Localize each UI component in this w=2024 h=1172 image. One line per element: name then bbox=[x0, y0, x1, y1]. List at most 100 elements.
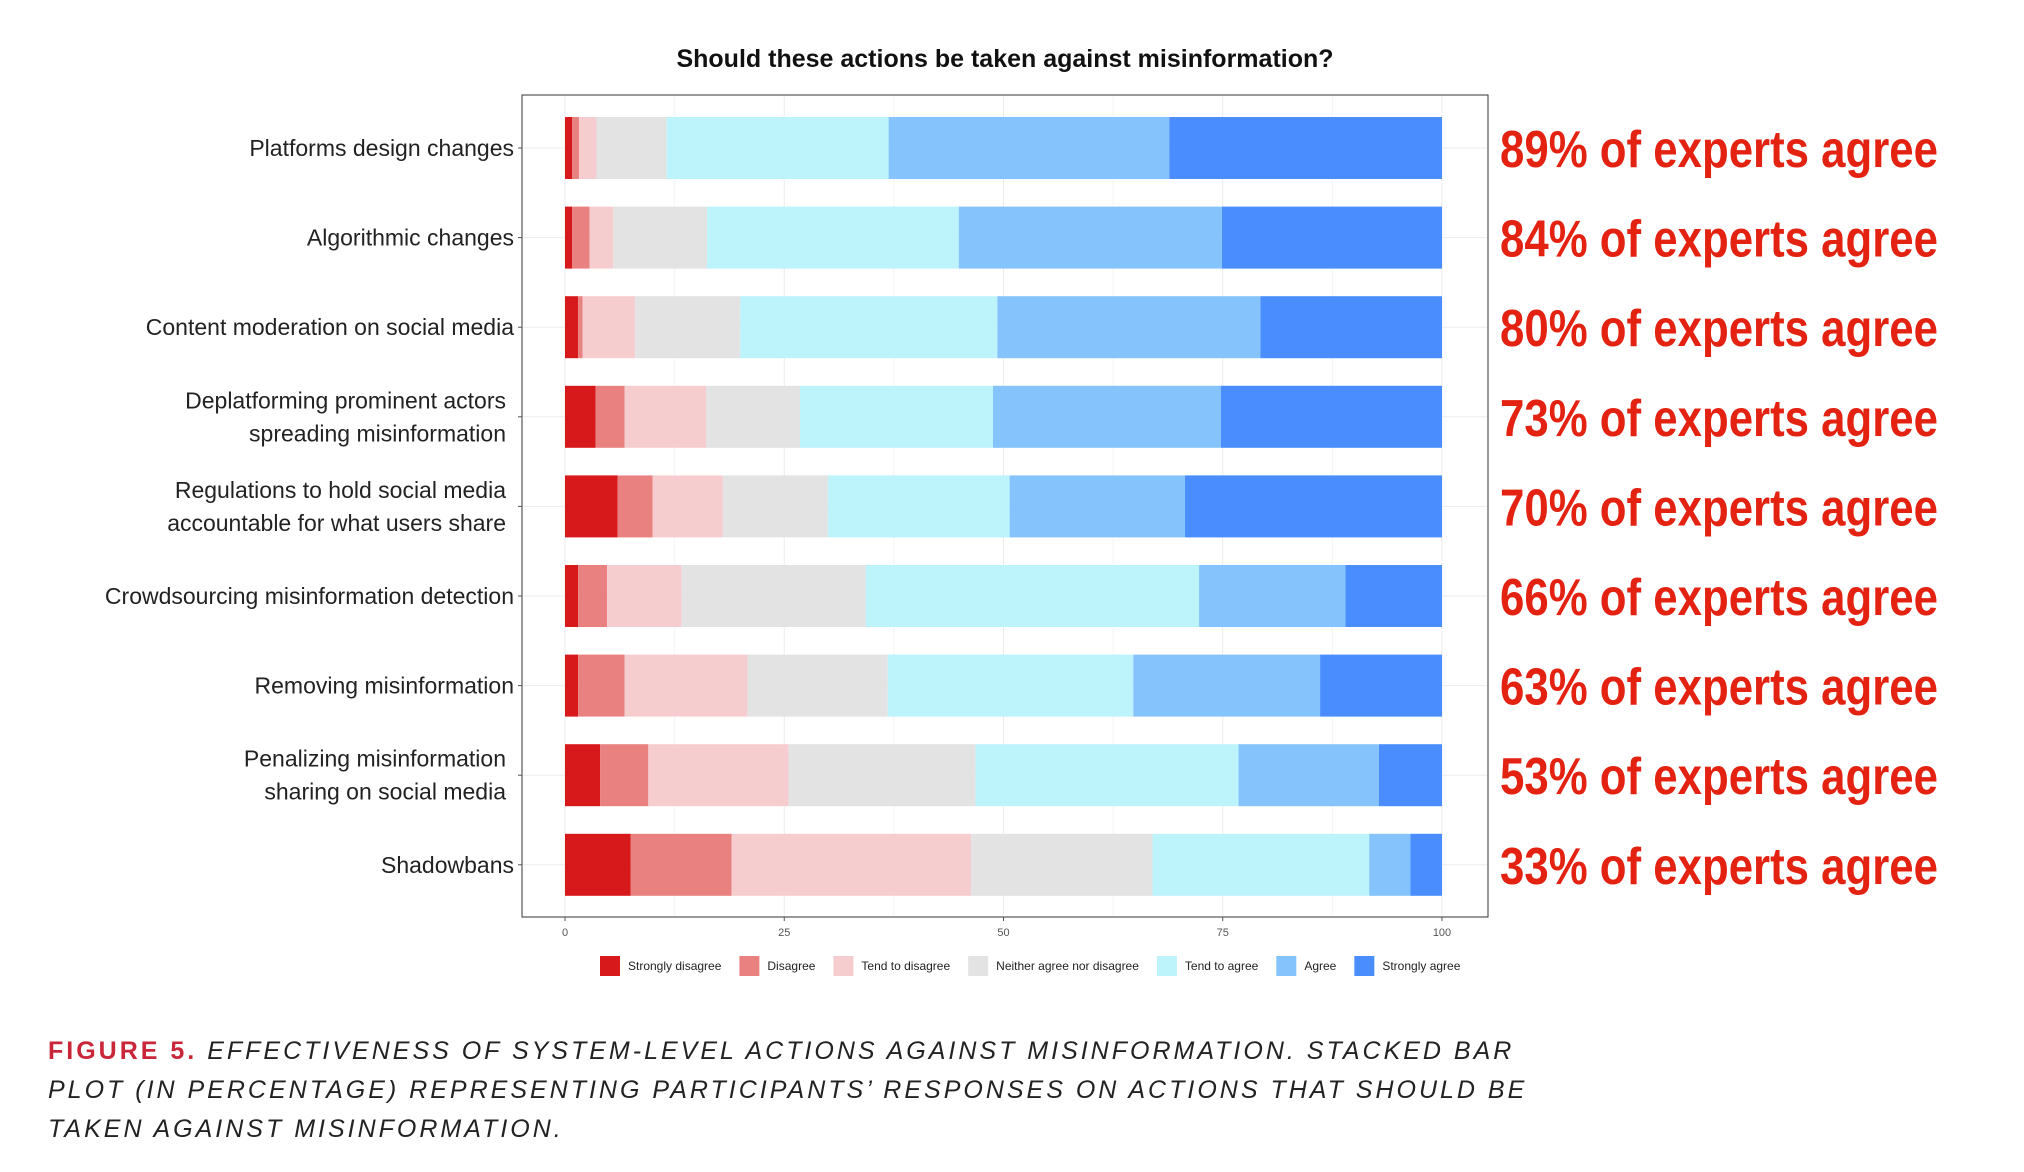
bar-segment-tend-to-disagree bbox=[589, 206, 614, 269]
x-axis-ticks: 0 25 50 75 100 bbox=[518, 147, 1451, 939]
bar-segment-strongly-disagree bbox=[565, 206, 573, 269]
bar-segment-neither-agree-nor-disagree bbox=[613, 206, 708, 269]
bar-segment-agree bbox=[1238, 744, 1379, 807]
bar-segment-strongly-agree bbox=[1260, 296, 1442, 359]
legend-label: Neither agree nor disagree bbox=[996, 959, 1139, 973]
bar-segment-strongly-agree bbox=[1410, 833, 1442, 896]
bar-segment-strongly-disagree bbox=[565, 654, 579, 717]
bar-segment-neither-agree-nor-disagree bbox=[747, 654, 888, 717]
bar-segment-strongly-disagree bbox=[565, 475, 618, 538]
bar-segment-agree bbox=[992, 385, 1221, 448]
bar-segment-neither-agree-nor-disagree bbox=[635, 296, 741, 359]
agreement-annotation: 73% of experts agree bbox=[1500, 390, 1938, 448]
x-tick-label: 0 bbox=[562, 927, 568, 939]
bar-segment-tend-to-agree bbox=[828, 475, 1010, 538]
agreement-annotations: 89% of experts agree 84% of experts agree… bbox=[1500, 121, 1938, 896]
category-label: Removing misinformation bbox=[255, 673, 514, 699]
bar-segment-tend-to-disagree bbox=[624, 654, 748, 717]
bar-segment-tend-to-disagree bbox=[607, 565, 682, 627]
category-labels: Platforms design changes Algorithmic chan… bbox=[105, 135, 514, 878]
legend-swatch-disagree bbox=[739, 956, 760, 976]
legend-label: Tend to disagree bbox=[861, 959, 950, 973]
bar-segment-tend-to-agree bbox=[865, 565, 1200, 627]
bar-segment-strongly-agree bbox=[1378, 744, 1442, 807]
bar-segment-strongly-disagree bbox=[565, 833, 631, 896]
bar-segment-tend-to-agree bbox=[800, 385, 993, 448]
bar-segment-agree bbox=[1369, 833, 1411, 896]
legend-swatch-agree bbox=[1276, 956, 1297, 976]
agreement-annotation: 70% of experts agree bbox=[1500, 479, 1938, 537]
bar-segment-strongly-agree bbox=[1185, 475, 1442, 538]
bar-segment-disagree bbox=[600, 744, 649, 807]
bar-segment-strongly-disagree bbox=[565, 117, 573, 179]
category-label: Penalizing misinformation sharing on soci… bbox=[244, 746, 506, 805]
category-label: Deplatforming prominent actors spreading … bbox=[185, 387, 506, 446]
x-tick-label: 100 bbox=[1433, 927, 1451, 939]
legend-label: Tend to agree bbox=[1185, 959, 1259, 973]
agreement-annotation: 53% of experts agree bbox=[1500, 748, 1938, 806]
bar-segment-strongly-agree bbox=[1320, 654, 1442, 717]
agreement-annotation: 33% of experts agree bbox=[1500, 838, 1938, 896]
agreement-annotation: 84% of experts agree bbox=[1500, 211, 1938, 269]
figure-caption: FIGURE 5. EFFECTIVENESS OF SYSTEM-LEVEL … bbox=[48, 1032, 1548, 1149]
bar-segment-tend-to-disagree bbox=[579, 117, 597, 179]
legend-label: Strongly agree bbox=[1382, 959, 1460, 973]
x-tick-label: 75 bbox=[1217, 927, 1229, 939]
agreement-annotation: 63% of experts agree bbox=[1500, 659, 1938, 717]
legend-label: Disagree bbox=[767, 959, 815, 973]
bar-segment-strongly-agree bbox=[1345, 565, 1442, 627]
category-label: Platforms design changes bbox=[249, 135, 514, 161]
agreement-annotation: 80% of experts agree bbox=[1500, 300, 1938, 358]
bar-segment-neither-agree-nor-disagree bbox=[788, 744, 976, 807]
bar-segment-disagree bbox=[578, 654, 625, 717]
category-label: Algorithmic changes bbox=[307, 225, 514, 251]
category-label: Crowdsourcing misinformation detection bbox=[105, 583, 514, 609]
bar-segment-tend-to-disagree bbox=[624, 385, 707, 448]
legend-swatch-tend-to-disagree bbox=[833, 956, 854, 976]
x-tick-label: 50 bbox=[997, 927, 1009, 939]
legend-swatch-tend-to-agree bbox=[1156, 956, 1177, 976]
x-tick-label: 25 bbox=[778, 927, 790, 939]
bar-segment-agree bbox=[997, 296, 1261, 359]
bar-segment-disagree bbox=[595, 385, 625, 448]
bar-segment-neither-agree-nor-disagree bbox=[971, 833, 1153, 896]
bar-segment-neither-agree-nor-disagree bbox=[596, 117, 667, 179]
bars bbox=[565, 117, 1442, 896]
legend: Strongly disagree Disagree Tend to disagre… bbox=[600, 956, 1461, 976]
bar-segment-tend-to-disagree bbox=[731, 833, 972, 896]
caption-text: EFFECTIVENESS OF SYSTEM-LEVEL ACTIONS AG… bbox=[48, 1037, 1528, 1143]
category-label: Regulations to hold social media accounta… bbox=[167, 477, 506, 536]
bar-segment-disagree bbox=[578, 565, 608, 627]
bar-segment-disagree bbox=[572, 117, 580, 179]
bar-segment-disagree bbox=[630, 833, 732, 896]
legend-label: Strongly disagree bbox=[628, 959, 722, 973]
bar-segment-tend-to-agree bbox=[740, 296, 998, 359]
bar-segment-strongly-agree bbox=[1221, 206, 1442, 269]
bar-segment-tend-to-agree bbox=[1152, 833, 1370, 896]
agreement-annotation: 66% of experts agree bbox=[1500, 569, 1938, 627]
bar-segment-agree bbox=[1199, 565, 1346, 627]
bar-segment-agree bbox=[888, 117, 1170, 179]
category-label: Content moderation on social media bbox=[146, 314, 514, 340]
bar-segment-tend-to-agree bbox=[707, 206, 959, 269]
chart-title: Should these actions be taken against mi… bbox=[676, 45, 1333, 73]
bar-segment-strongly-disagree bbox=[565, 565, 579, 627]
bar-segment-tend-to-disagree bbox=[582, 296, 636, 359]
agreement-annotation: 89% of experts agree bbox=[1500, 121, 1938, 179]
bar-segment-strongly-disagree bbox=[565, 385, 596, 448]
bar-segment-tend-to-agree bbox=[666, 117, 889, 179]
bar-segment-disagree bbox=[572, 206, 590, 269]
bar-segment-strongly-agree bbox=[1220, 385, 1442, 448]
legend-swatch-strongly-agree bbox=[1354, 956, 1375, 976]
legend-label: Agree bbox=[1304, 959, 1336, 973]
bar-segment-strongly-agree bbox=[1169, 117, 1442, 179]
bar-segment-agree bbox=[1009, 475, 1186, 538]
bar-segment-tend-to-agree bbox=[887, 654, 1134, 717]
bar-segment-disagree bbox=[617, 475, 653, 538]
bar-segment-tend-to-disagree bbox=[652, 475, 723, 538]
bar-segment-disagree bbox=[578, 296, 583, 359]
category-label: Shadowbans bbox=[381, 852, 514, 878]
bar-segment-strongly-disagree bbox=[565, 744, 601, 807]
bar-segment-strongly-disagree bbox=[565, 296, 579, 359]
